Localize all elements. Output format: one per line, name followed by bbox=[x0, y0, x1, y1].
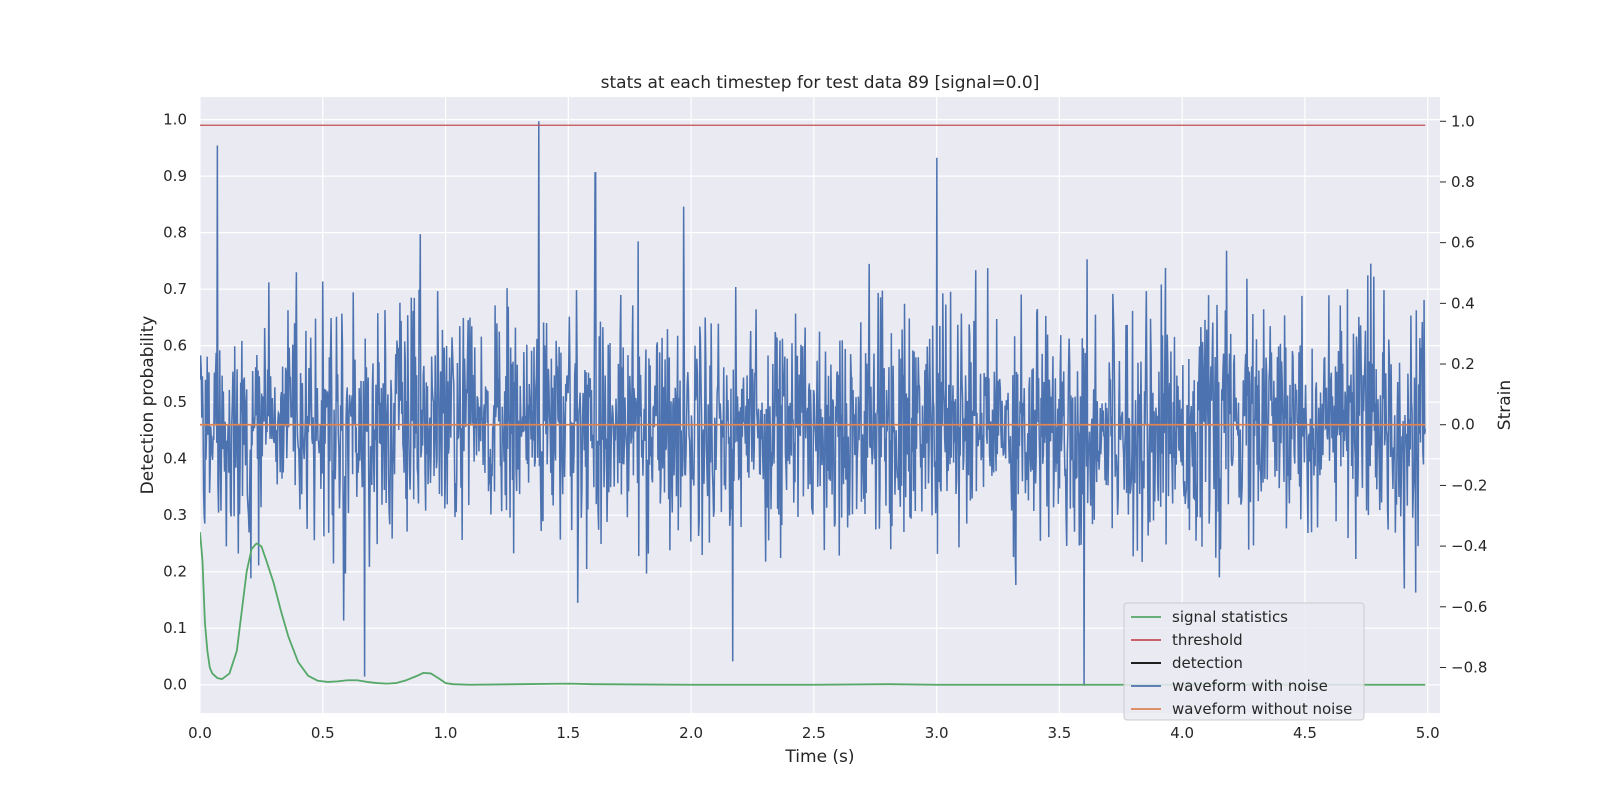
x-tick-label: 3.0 bbox=[925, 724, 949, 742]
x-tick-label: 4.0 bbox=[1170, 724, 1194, 742]
y-tick-label: 1.0 bbox=[163, 111, 187, 129]
y2-tick-label: 0.6 bbox=[1451, 234, 1475, 252]
legend-entry-waveform-with-noise: waveform with noise bbox=[1131, 677, 1328, 695]
y-tick-label: 0.4 bbox=[163, 450, 187, 468]
y2-tick-label: −0.6 bbox=[1451, 598, 1487, 616]
y2-axis-label: Strain bbox=[1495, 380, 1515, 430]
y-tick-label: 0.5 bbox=[163, 393, 187, 411]
x-tick-label: 1.0 bbox=[434, 724, 458, 742]
y-tick-label: 0.7 bbox=[163, 280, 187, 298]
legend-box bbox=[1123, 602, 1365, 721]
y-axis-label: Detection probability bbox=[138, 316, 158, 495]
x-tick-label: 3.5 bbox=[1047, 724, 1071, 742]
y2-tick-label: 0.8 bbox=[1451, 173, 1475, 191]
y-tick-label: 0.9 bbox=[163, 167, 187, 185]
y2-tick-label: −0.4 bbox=[1451, 537, 1487, 555]
legend-label: threshold bbox=[1172, 631, 1243, 649]
y2-tick-label: 1.0 bbox=[1451, 112, 1475, 130]
x-tick-label: 5.0 bbox=[1416, 724, 1440, 742]
x-axis: 0.0 0.5 1.0 1.5 2.0 2.5 3.0 3.5 4.0 4.5 5.0 bbox=[188, 724, 1440, 742]
series-signal-statistics bbox=[200, 532, 1426, 686]
x-tick-label: 2.0 bbox=[679, 724, 703, 742]
y-tick-label: 0.0 bbox=[163, 676, 187, 694]
y-tick-label: 0.1 bbox=[163, 619, 187, 637]
legend-label: detection bbox=[1172, 654, 1243, 672]
x-tick-label: 4.5 bbox=[1293, 724, 1317, 742]
y2-tick-label: −0.8 bbox=[1451, 658, 1487, 676]
y2-tick-label: −0.2 bbox=[1451, 476, 1487, 494]
y-tick-label: 0.8 bbox=[163, 224, 187, 242]
x-tick-label: 0.0 bbox=[188, 724, 212, 742]
legend-entry-threshold: threshold bbox=[1131, 631, 1243, 649]
y-axis-right: 1.0 0.8 0.6 0.4 0.2 0.0 −0.2 −0.4 −0.6 −0.8 bbox=[1440, 112, 1487, 676]
x-tick-label: 0.5 bbox=[311, 724, 335, 742]
legend-label: waveform with noise bbox=[1172, 677, 1328, 695]
chart-title: stats at each timestep for test data 89 … bbox=[601, 73, 1040, 93]
y2-tick-label: 0.2 bbox=[1451, 355, 1475, 373]
x-tick-label: 2.5 bbox=[802, 724, 826, 742]
series-waveform-with-noise bbox=[200, 121, 1427, 686]
series-layer bbox=[200, 121, 1427, 686]
y-axis-left: 0.0 0.1 0.2 0.3 0.4 0.5 0.6 0.7 0.8 0.9 1.0 bbox=[163, 111, 187, 694]
legend-entry-detection: detection bbox=[1131, 654, 1243, 672]
y-tick-label: 0.6 bbox=[163, 337, 187, 355]
legend: signal statistics threshold detection wa… bbox=[1123, 602, 1365, 721]
x-axis-label: Time (s) bbox=[784, 747, 854, 767]
y-tick-label: 0.3 bbox=[163, 506, 187, 524]
legend-entry-signal-statistics: signal statistics bbox=[1131, 608, 1288, 626]
legend-label: signal statistics bbox=[1172, 608, 1288, 626]
y2-tick-label: 0.4 bbox=[1451, 294, 1475, 312]
x-tick-label: 1.5 bbox=[556, 724, 580, 742]
legend-entry-waveform-without-noise: waveform without noise bbox=[1131, 700, 1352, 718]
y-tick-label: 0.2 bbox=[163, 563, 187, 581]
y2-tick-label: 0.0 bbox=[1451, 416, 1475, 434]
legend-label: waveform without noise bbox=[1172, 700, 1352, 718]
